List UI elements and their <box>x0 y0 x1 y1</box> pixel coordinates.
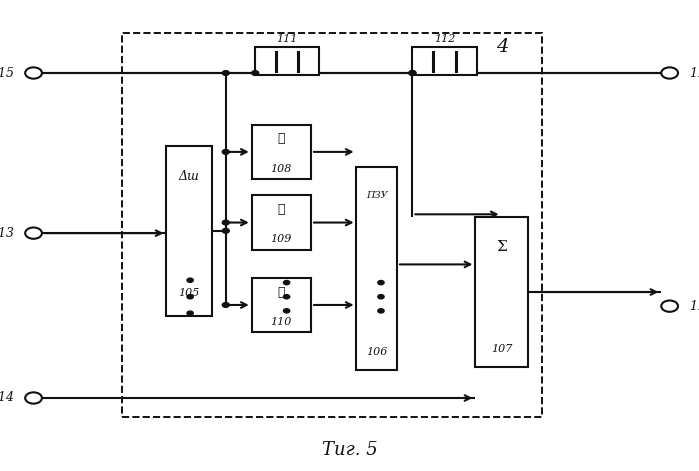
Text: ℓ: ℓ <box>278 132 285 146</box>
FancyBboxPatch shape <box>252 195 311 250</box>
FancyBboxPatch shape <box>252 278 311 332</box>
Text: ℓ: ℓ <box>278 203 285 216</box>
Circle shape <box>377 309 384 313</box>
FancyBboxPatch shape <box>475 217 528 367</box>
Circle shape <box>187 278 193 282</box>
Text: Τиг. 5: Τиг. 5 <box>322 441 377 459</box>
Text: ℓ: ℓ <box>278 285 285 299</box>
Text: 111: 111 <box>277 33 298 44</box>
FancyBboxPatch shape <box>412 47 477 75</box>
Circle shape <box>377 281 384 284</box>
Text: 108: 108 <box>271 163 292 174</box>
Text: 112: 112 <box>434 33 455 44</box>
Circle shape <box>409 71 416 75</box>
Text: 105: 105 <box>178 288 200 298</box>
Circle shape <box>222 71 229 75</box>
Circle shape <box>409 71 416 75</box>
Text: 113: 113 <box>0 227 14 240</box>
Circle shape <box>283 295 289 299</box>
Circle shape <box>283 281 289 284</box>
Text: 115: 115 <box>0 66 14 80</box>
Text: 107: 107 <box>491 343 512 354</box>
Text: ПЗУ: ПЗУ <box>366 191 387 200</box>
Circle shape <box>222 228 229 233</box>
FancyBboxPatch shape <box>252 125 311 179</box>
Circle shape <box>222 149 229 154</box>
Text: 114: 114 <box>0 391 14 405</box>
Circle shape <box>187 295 193 299</box>
FancyBboxPatch shape <box>356 167 397 370</box>
Text: 117: 117 <box>689 66 699 80</box>
Circle shape <box>222 220 229 225</box>
Text: 106: 106 <box>366 347 387 357</box>
Text: 110: 110 <box>271 317 292 327</box>
Circle shape <box>252 71 259 75</box>
Text: Δш: Δш <box>179 170 199 183</box>
FancyBboxPatch shape <box>255 47 319 75</box>
Circle shape <box>283 309 289 313</box>
Text: 116: 116 <box>689 300 699 313</box>
Text: 109: 109 <box>271 234 292 244</box>
Circle shape <box>187 311 193 316</box>
Text: 4: 4 <box>496 38 508 56</box>
Circle shape <box>222 303 229 307</box>
FancyBboxPatch shape <box>166 146 212 316</box>
Circle shape <box>377 295 384 299</box>
Text: Σ: Σ <box>496 240 507 254</box>
